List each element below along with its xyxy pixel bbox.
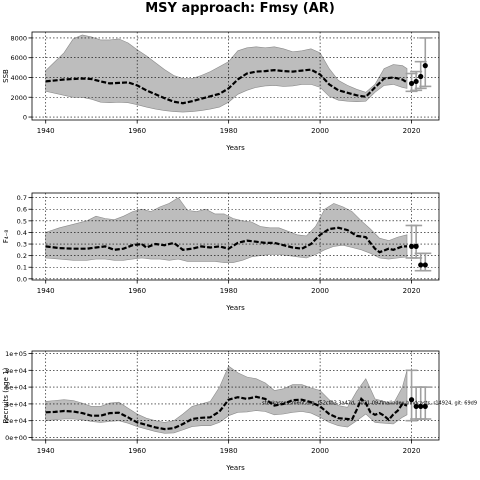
y-tick-label: 4000 bbox=[10, 74, 27, 82]
annotation-text: stockassessment.org, f52cf03 3a47d, 2021… bbox=[262, 401, 477, 407]
y-tick-label: 0 bbox=[23, 114, 27, 122]
chart-panel-1: 1940 1960 1980 2000 2020 0 2000 4000 6000 8000 Yea… bbox=[2, 31, 440, 152]
y-tick-label: 0.3 bbox=[17, 241, 27, 249]
chart-panel-2: 1940 1960 1980 2000 2020 0.0 0.1 0.2 0.3 0.4 0.5 0.… bbox=[2, 192, 440, 312]
x-tick-label: 1940 bbox=[37, 287, 55, 295]
y-tick-label: 0.7 bbox=[17, 194, 27, 202]
data-point bbox=[418, 73, 424, 80]
x-tick-label: 2020 bbox=[403, 127, 421, 135]
y-tick-label: 6e+04 bbox=[5, 384, 27, 392]
confidence-band bbox=[45, 34, 408, 113]
x-tick-label: 1960 bbox=[128, 287, 146, 295]
x-tick-label: 2000 bbox=[311, 287, 329, 295]
x-tick-label: 2020 bbox=[403, 447, 421, 455]
confidence-band bbox=[45, 365, 408, 434]
plot-frame bbox=[31, 192, 440, 281]
x-tick-label: 2000 bbox=[311, 127, 329, 135]
y-axis-label: SSB bbox=[2, 69, 10, 83]
x-axis-label: Years bbox=[225, 464, 245, 472]
median-line bbox=[45, 395, 408, 431]
y-tick-label: 0e+00 bbox=[5, 434, 27, 442]
x-axis-label: Years bbox=[225, 304, 245, 312]
chart-title: MSY approach: Fmsy (AR) bbox=[145, 1, 335, 16]
y-tick-label: 0.5 bbox=[17, 217, 27, 225]
y-tick-label: 0.4 bbox=[17, 229, 27, 237]
data-point bbox=[422, 403, 428, 410]
y-tick-label: 8e+04 bbox=[5, 367, 27, 375]
y-tick-label: 4e+04 bbox=[5, 400, 27, 408]
x-tick-label: 1980 bbox=[220, 447, 238, 455]
x-tick-label: 1960 bbox=[128, 127, 146, 135]
data-point bbox=[422, 262, 428, 268]
y-tick-label: 0.2 bbox=[17, 252, 27, 260]
x-tick-label: 1940 bbox=[37, 447, 55, 455]
x-tick-label: 1960 bbox=[128, 447, 146, 455]
y-tick-label: 2e+04 bbox=[5, 417, 27, 425]
y-axis-label: Recruits (age 1) bbox=[2, 367, 10, 423]
data-point bbox=[408, 80, 415, 87]
y-tick-label: 0.1 bbox=[17, 264, 27, 272]
x-tick-label: 2000 bbox=[311, 447, 329, 455]
confidence-band bbox=[45, 197, 408, 263]
y-tick-label: 1e+05 bbox=[5, 350, 27, 358]
plot-frame bbox=[31, 31, 440, 121]
y-axis-label: F₄₋₈ bbox=[2, 230, 10, 244]
median-line bbox=[45, 68, 408, 105]
data-point bbox=[408, 397, 415, 403]
data-point bbox=[408, 243, 415, 249]
x-tick-label: 1980 bbox=[220, 127, 238, 135]
chart-panel-3: 1940 1960 1980 2000 2020 0e+00 2e+04 4e+04 6e+04… bbox=[2, 350, 477, 472]
y-tick-label: 0.6 bbox=[17, 206, 27, 214]
data-point bbox=[413, 403, 419, 410]
x-axis-label: Years bbox=[225, 144, 245, 152]
data-point bbox=[413, 78, 419, 85]
data-point bbox=[418, 403, 424, 410]
y-tick-label: 8000 bbox=[10, 34, 27, 42]
data-point bbox=[418, 262, 424, 268]
x-tick-label: 2020 bbox=[403, 287, 421, 295]
y-tick-label: 2000 bbox=[10, 94, 27, 102]
plot-frame bbox=[31, 350, 440, 441]
data-point bbox=[422, 63, 428, 69]
y-tick-label: 6000 bbox=[10, 54, 27, 62]
data-point bbox=[413, 243, 419, 249]
x-tick-label: 1940 bbox=[37, 127, 55, 135]
median-line bbox=[45, 226, 407, 254]
y-tick-label: 0.0 bbox=[17, 275, 27, 283]
x-tick-label: 1980 bbox=[220, 287, 238, 295]
